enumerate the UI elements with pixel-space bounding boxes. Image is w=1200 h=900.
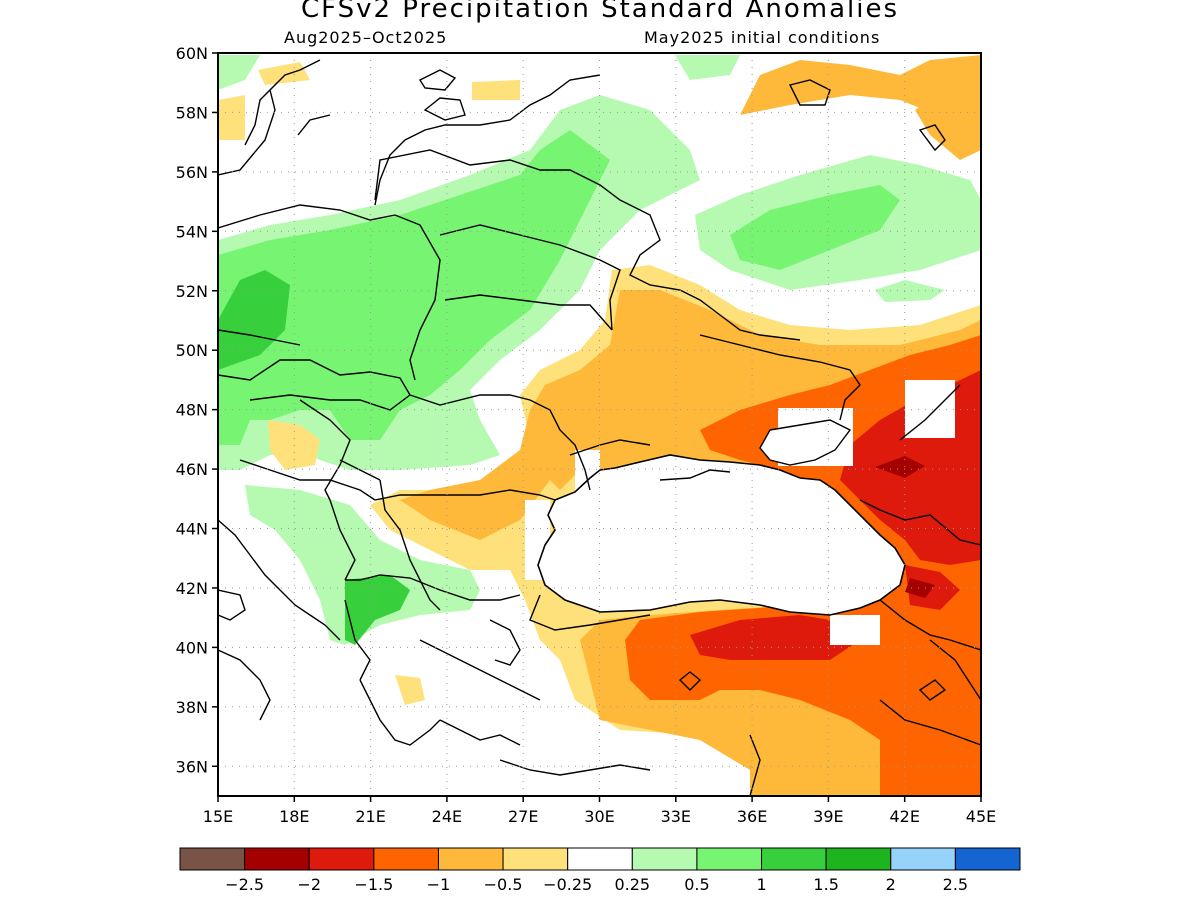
lat-tick-label: 56N [176, 163, 208, 182]
colorbar-swatch [890, 847, 956, 871]
colorbar-swatch [696, 847, 763, 871]
anomaly-1-region [218, 130, 610, 445]
lon-tick-label: 39E [813, 807, 843, 826]
lon-tick-label: 24E [432, 807, 462, 826]
lat-tick-label: 46N [176, 460, 208, 479]
lon-tick-label: 21E [355, 807, 385, 826]
anomaly-1.5-region [345, 575, 410, 645]
colorbar-swatch [308, 847, 375, 871]
lat-tick-label: 44N [176, 520, 208, 539]
graticule [218, 53, 981, 796]
lon-tick-label: 36E [737, 807, 767, 826]
lon-tick-label: 15E [203, 807, 233, 826]
forecast-period: Aug2025–Oct2025 [284, 28, 448, 47]
colorbar-label: −0.5 [484, 875, 523, 894]
lat-tick-label: 42N [176, 579, 208, 598]
colorbar-label: 2 [886, 875, 896, 894]
colorbar-swatch [954, 847, 1021, 871]
colorbar-label: −0.25 [543, 875, 592, 894]
colorbar-label: 0.5 [684, 875, 709, 894]
lon-tick-label: 42E [889, 807, 919, 826]
lat-tick-label: 60N [176, 44, 208, 63]
sea-of-azov [759, 419, 852, 466]
anomaly-neg2-region [875, 456, 935, 598]
lon-tick-label: 27E [508, 807, 538, 826]
lon-tick-label: 45E [966, 807, 996, 826]
anomaly-0.5-region [875, 280, 945, 302]
colorbar-label: −2 [297, 875, 321, 894]
colorbar-swatch [567, 847, 633, 871]
anomaly-neg0.25-region [218, 62, 520, 140]
lat-tick-label: 48N [176, 401, 208, 420]
lat-tick-label: 36N [176, 757, 208, 776]
latitude-axis: 60N 58N 56N 54N 52N 50N 48N 46N 44N 42N 40N 38N 36N [176, 44, 218, 776]
colorbar-label: −2.5 [225, 875, 264, 894]
colorbar-label: −1.5 [354, 875, 393, 894]
lat-tick-label: 50N [176, 341, 208, 360]
initial-conditions: May2025 initial conditions [644, 28, 881, 47]
anomaly-neg0.5-region [535, 395, 585, 490]
anomaly-0.5-region [218, 55, 740, 90]
lat-tick-label: 58N [176, 103, 208, 122]
map-title: CFSv2 Precipitation Standard Anomalies [300, 0, 900, 24]
lon-tick-label: 18E [279, 807, 309, 826]
lat-tick-label: 54N [176, 222, 208, 241]
colorbar-swatch [244, 847, 310, 871]
longitude-axis: 15E 18E 21E 24E 27E 30E 33E 36E 39E 42E 45E [203, 796, 996, 826]
anomaly-fields [218, 53, 981, 796]
lat-tick-label: 52N [176, 282, 208, 301]
colorbar-swatch [825, 847, 892, 871]
anomaly-neg1.5-region [690, 615, 860, 660]
lon-tick-label: 33E [661, 807, 691, 826]
colorbar-label: 1.5 [813, 875, 838, 894]
colorbar-label: 2.5 [943, 875, 968, 894]
colorbar-label: 0.25 [614, 875, 650, 894]
colorbar-label: −1 [427, 875, 451, 894]
colorbar-swatch [373, 847, 439, 871]
lat-tick-label: 38N [176, 698, 208, 717]
coastlines [218, 59, 961, 776]
country-borders [218, 149, 981, 796]
lat-tick-label: 40N [176, 638, 208, 657]
colorbar-swatch [437, 847, 504, 871]
anomaly-neg0.5-region [915, 70, 981, 160]
colorbar-swatch [761, 847, 827, 871]
anomaly-neg0.5-region [740, 55, 981, 150]
anomaly-0.5-region [245, 485, 480, 645]
colorbar-label: 1 [756, 875, 766, 894]
anomaly-1-region [730, 185, 900, 270]
anomaly-1.5-region [218, 270, 290, 370]
colorbar-swatch [631, 847, 698, 871]
colorbar-swatch [502, 847, 569, 871]
colorbar-legend: −2.5 −2 −1.5 −1 −0.5 −0.25 0.25 0.5 1 1.5 2 2.5 [179, 847, 1021, 894]
lon-tick-label: 30E [584, 807, 614, 826]
black-sea [537, 454, 906, 616]
anomaly-neg0.25-region [395, 675, 425, 705]
colorbar-swatch [179, 847, 246, 871]
